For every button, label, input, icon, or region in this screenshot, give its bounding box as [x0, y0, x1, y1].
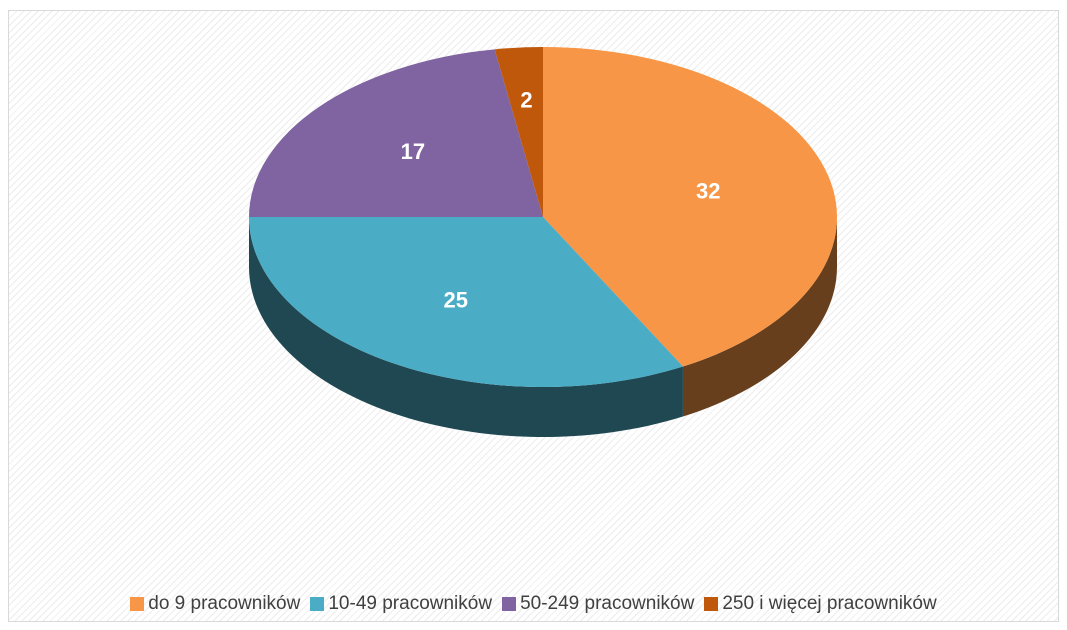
data-label-1: 25 — [443, 288, 467, 313]
pie-slice-1[interactable] — [248, 217, 683, 387]
data-label-0: 32 — [696, 179, 720, 204]
pie-slice-2[interactable] — [249, 49, 543, 218]
pie-slices — [248, 47, 837, 387]
pie-chart: 32 25 17 2 — [248, 47, 837, 437]
legend-swatch-2 — [502, 597, 517, 611]
legend-swatch-1 — [310, 597, 325, 611]
legend-swatch-0 — [130, 597, 145, 611]
legend-item-1: 10-49 pracowników — [310, 593, 492, 615]
data-label-2: 17 — [401, 139, 425, 164]
legend-item-0: do 9 pracowników — [130, 593, 300, 615]
pie-sides — [248, 217, 837, 437]
legend: do 9 pracowników 10-49 pracowników 50-249 … — [9, 593, 1058, 615]
pie-slice-0[interactable] — [543, 47, 837, 367]
pie-slice-3[interactable] — [494, 47, 543, 217]
legend-label-0: do 9 pracowników — [148, 593, 301, 614]
legend-label-3: 250 i więcej pracowników — [722, 593, 937, 614]
legend-item-3: 250 i więcej pracowników — [704, 593, 937, 615]
legend-item-2: 50-249 pracowników — [502, 593, 694, 615]
data-label-3: 2 — [520, 88, 532, 113]
data-labels: 32 25 17 2 — [401, 88, 721, 313]
legend-label-2: 50-249 pracowników — [520, 593, 695, 614]
legend-swatch-3 — [704, 597, 719, 611]
chart-area: 32 25 17 2 do 9 pracowników 10-49 pracownikó… — [8, 10, 1059, 622]
pie-side-0 — [682, 217, 837, 417]
pie-side-1 — [248, 217, 683, 437]
legend-label-1: 10-49 pracowników — [328, 593, 493, 614]
